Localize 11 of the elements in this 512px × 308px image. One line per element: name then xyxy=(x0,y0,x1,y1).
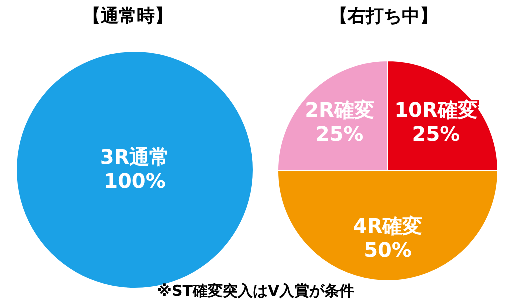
slice-label: 2R確変 xyxy=(305,98,374,122)
data-label: 25% xyxy=(316,122,364,146)
data-label: 25% xyxy=(412,122,460,146)
chart-title: 【通常時】 xyxy=(82,5,174,28)
slice-label: 4R確変 xyxy=(353,214,423,238)
slice-label: 3R通常 xyxy=(100,145,170,169)
slice-label: 10R確変 xyxy=(394,98,478,122)
data-label: 50% xyxy=(364,238,412,262)
chart-title: 【右打ち中】 xyxy=(329,5,439,28)
text: ※ST確変突入はV入賞が条件 xyxy=(156,282,356,301)
data-label: 100% xyxy=(104,169,166,193)
